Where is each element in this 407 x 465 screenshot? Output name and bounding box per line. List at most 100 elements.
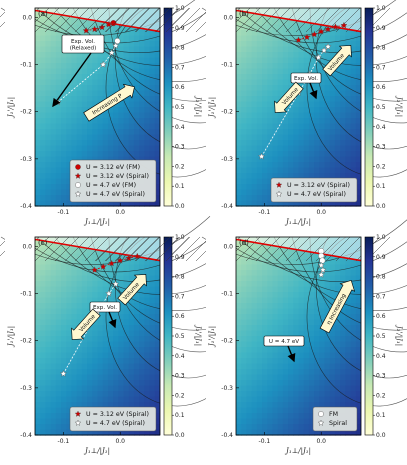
heat-cell — [133, 330, 140, 337]
heat-cell — [66, 107, 73, 114]
heat-cell — [314, 129, 320, 136]
heat-cell — [50, 189, 57, 196]
heat-cell — [61, 374, 67, 381]
heat-cell — [298, 352, 305, 359]
heat-cell — [334, 90, 341, 97]
heat-cell — [97, 292, 104, 299]
heat-cell — [314, 101, 320, 108]
heat-cell — [319, 200, 326, 207]
heat-cell — [272, 123, 279, 130]
heat-cell — [355, 173, 362, 180]
heat-cell — [102, 363, 109, 370]
heat-cell — [149, 96, 156, 103]
heat-cell — [123, 314, 130, 321]
heat-cell — [277, 347, 284, 354]
heat-cell — [66, 63, 73, 70]
contour-line — [114, 236, 211, 379]
heat-cell — [293, 46, 300, 53]
heat-cell — [113, 63, 119, 70]
heat-cell — [128, 325, 135, 332]
heat-cell — [262, 167, 268, 174]
heat-cell — [288, 52, 294, 59]
heat-cell — [262, 424, 268, 431]
heat-cell — [81, 385, 88, 392]
heat-cell — [107, 341, 114, 348]
heat-cell — [97, 123, 104, 130]
heat-cell — [144, 79, 151, 86]
heat-cell — [123, 352, 130, 359]
heat-cell — [241, 325, 248, 332]
panel-d: -0.1 0.00.0-0.1-0.2-0.3-0.4J₁⊥/|J₁|J₁'/|J… — [95, 219, 407, 455]
heat-cell — [340, 336, 346, 343]
heat-cell — [236, 391, 242, 398]
legend-label: U = 4.7 eV (Spiral) — [86, 191, 145, 198]
heat-cell — [81, 79, 88, 86]
heat-cell — [76, 275, 83, 282]
heat-cell — [319, 79, 326, 86]
heat-cell — [272, 270, 279, 277]
heat-cell — [298, 253, 305, 260]
heat-cell — [262, 374, 268, 381]
heat-cell — [76, 385, 83, 392]
heat-cell — [251, 402, 258, 409]
heat-cell — [288, 264, 294, 271]
heat-cell — [282, 52, 289, 59]
heat-cell — [319, 314, 326, 321]
heat-cell — [97, 30, 104, 37]
heat-cell — [340, 380, 346, 387]
heat-cell — [81, 391, 88, 398]
heat-cell — [128, 140, 135, 147]
heat-cell — [40, 156, 47, 163]
heat-cell — [303, 330, 310, 337]
heat-cell — [92, 74, 99, 81]
heat-cell — [118, 107, 125, 114]
heat-cell — [149, 369, 156, 376]
heat-cell — [308, 407, 315, 414]
heat-cell — [113, 391, 119, 398]
heat-cell — [298, 46, 305, 53]
heat-cell — [149, 145, 156, 152]
heat-cell — [92, 380, 99, 387]
heat-cell — [66, 123, 73, 130]
heat-cell — [107, 358, 114, 365]
heat-cell — [319, 341, 326, 348]
heat-cell — [303, 319, 310, 326]
heat-cell — [107, 402, 114, 409]
heat-cell — [87, 200, 93, 207]
heat-cell — [61, 129, 67, 136]
heat-cell — [35, 90, 41, 97]
heat-cell — [267, 156, 274, 163]
hatch-line — [95, 7, 121, 33]
heat-cell — [298, 68, 305, 75]
heat-cell — [76, 101, 83, 108]
heat-cell — [329, 374, 336, 381]
heat-cell — [154, 270, 161, 277]
heat-cell — [308, 57, 315, 64]
heat-cell — [149, 429, 156, 436]
heat-cell — [236, 385, 242, 392]
heat-cell — [288, 407, 294, 414]
heat-cell — [66, 380, 73, 387]
heat-cell — [293, 151, 300, 158]
heat-cell — [128, 374, 135, 381]
heat-cell — [128, 145, 135, 152]
heat-cell — [76, 74, 83, 81]
heat-cell — [35, 68, 41, 75]
heat-cell — [76, 319, 83, 326]
heat-cell — [107, 380, 114, 387]
plot-frame — [34, 236, 161, 436]
heat-cell — [118, 281, 125, 288]
y-tick-label: -0.2 — [221, 338, 233, 345]
heat-cell — [288, 134, 294, 141]
heat-cell — [277, 200, 284, 207]
heat-cell — [236, 369, 242, 376]
heat-cell — [345, 123, 352, 130]
heat-cell — [324, 336, 331, 343]
heat-cell — [50, 41, 57, 48]
heat-cell — [241, 30, 248, 37]
heat-cell — [40, 402, 47, 409]
heat-cell — [251, 101, 258, 108]
heat-cell — [236, 63, 242, 70]
heat-cell — [40, 200, 47, 207]
heat-cell — [40, 308, 47, 315]
